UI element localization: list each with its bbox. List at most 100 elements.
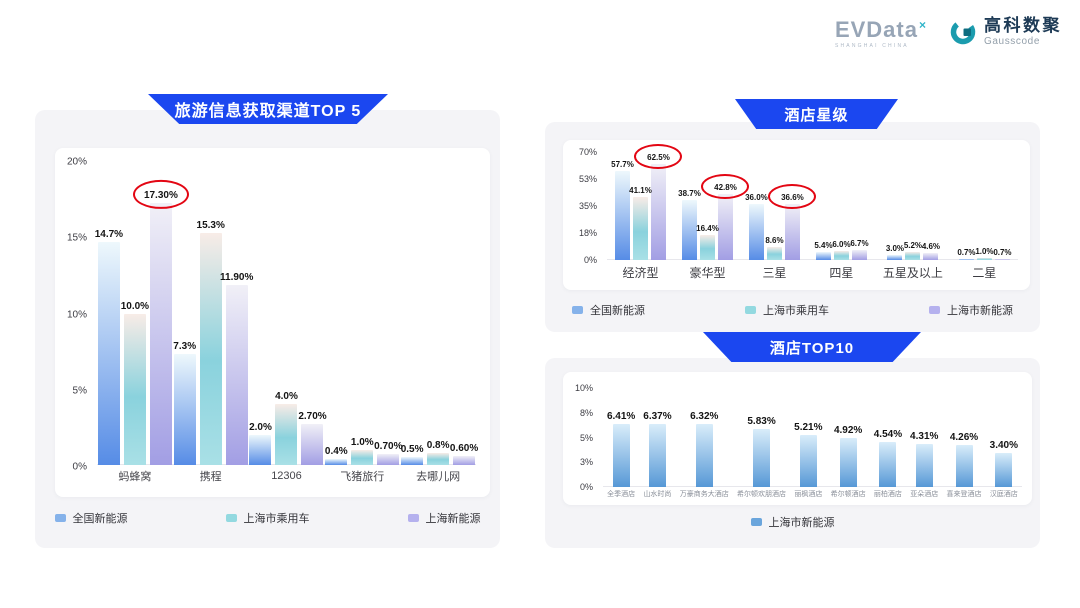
- bar-column: 5.4%: [814, 152, 833, 260]
- bar-column: 36.0%: [745, 152, 768, 260]
- bar-value-label: 15.3%: [196, 220, 225, 232]
- bar-value-label: 4.54%: [873, 429, 903, 441]
- bar: [650, 163, 666, 260]
- bar-set: 0.7% 1.0% 0.7%: [957, 152, 1012, 260]
- bar-group: 2.0% 4.0% 2.70% 12306: [249, 162, 327, 487]
- bar-value-label: 6.37%: [643, 410, 672, 422]
- bar-value-label: 4.26%: [949, 431, 979, 443]
- category-label: 全季酒店: [607, 491, 636, 498]
- bar-column: 6.41%: [607, 388, 635, 487]
- bar-value-label: 0.60%: [449, 442, 479, 454]
- bar: [351, 449, 374, 465]
- chart-legend: 上海市新能源: [545, 514, 1040, 530]
- bar: [955, 444, 973, 487]
- bar-value-label: 1.0%: [975, 247, 994, 257]
- bar-value-label: 0.4%: [324, 445, 348, 457]
- bar: [301, 424, 324, 465]
- chart-area: 70% 53% 35% 18% 0% 57.7% 41.1% 62.5% 经济型 38.7% 16…: [563, 140, 1030, 290]
- bar-column: 3.40%: [990, 388, 1018, 487]
- bar-column: 4.6%: [922, 152, 940, 260]
- bar: [695, 424, 713, 487]
- bar-column: 6.32%: [690, 388, 718, 487]
- bar-group: 4.26% 喜来登酒店: [947, 388, 982, 501]
- bar-column: 17.30%: [132, 162, 189, 465]
- bar: [958, 258, 974, 260]
- bar-set: 4.31%: [910, 388, 938, 487]
- bar: [815, 251, 831, 260]
- bar-column: 4.31%: [910, 388, 938, 487]
- header-logos: EVData× SHANGHAI CHINA 高科数聚 Gausscode: [835, 14, 1062, 49]
- bar-value-label: 8.6%: [765, 235, 784, 245]
- bar-group: 5.4% 6.0% 6.7% 四星: [814, 152, 868, 284]
- bar-group: 6.41% 全季酒店: [607, 388, 635, 501]
- bar-group: 6.32% 万豪商务大酒店: [680, 388, 729, 501]
- y-axis-tick: 10%: [574, 383, 593, 393]
- bar-set: 57.7% 41.1% 62.5%: [611, 144, 683, 260]
- bar: [401, 457, 424, 465]
- bar-column: 0.4%: [324, 162, 348, 465]
- chart-area: 10% 8% 5% 3% 0% 6.41% 全季酒店 6.37% 山水时尚 6.32% 万豪商务大…: [563, 372, 1032, 505]
- bar: [995, 453, 1013, 487]
- evdata-logo: EVData× SHANGHAI CHINA: [835, 14, 927, 49]
- bar-column: 36.6%: [768, 152, 817, 260]
- bar: [612, 423, 630, 487]
- bar: [799, 435, 817, 487]
- bar-value-label: 2.0%: [249, 421, 272, 433]
- bar-group: 5.83% 希尔顿欢朋酒店: [737, 388, 786, 501]
- bar-value-label: 5.21%: [794, 422, 823, 434]
- bar: [905, 251, 921, 260]
- evdata-subtext: SHANGHAI CHINA: [834, 43, 909, 49]
- bar-value-label: 6.0%: [832, 239, 851, 249]
- bar: [199, 233, 222, 465]
- legend-item: 上海市新能源: [929, 302, 1013, 318]
- bar-column: 4.54%: [874, 388, 902, 487]
- y-axis-tick: 0%: [579, 482, 593, 492]
- category-label: 四星: [829, 265, 854, 280]
- bar-column: 6.37%: [643, 388, 672, 487]
- bar-column: 10.0%: [121, 162, 149, 465]
- bar-column: 2.0%: [249, 162, 272, 465]
- bar: [123, 313, 146, 465]
- category-label: 三星: [762, 265, 787, 280]
- bar-value-label: 57.7%: [611, 159, 634, 169]
- category-label: 经济型: [622, 265, 659, 280]
- bar-value-label: 0.7%: [993, 247, 1012, 257]
- chart-legend: 全国新能源 上海市乘用车 上海新能源: [35, 510, 500, 526]
- bar-value-label: 3.40%: [989, 440, 1018, 452]
- bar-value-label: 5.83%: [747, 416, 776, 428]
- bar-value-label: 3.0%: [885, 244, 905, 254]
- legend-swatch: [750, 518, 762, 526]
- category-label: 丽枫酒店: [794, 491, 823, 498]
- bar: [748, 204, 764, 260]
- chart-title-banner: 旅游信息获取渠道TOP 5: [148, 94, 388, 124]
- category-label: 二星: [972, 265, 997, 280]
- legend-swatch: [225, 514, 237, 522]
- legend-item: 上海新能源: [407, 510, 481, 526]
- bar-column: 6.0%: [832, 152, 851, 260]
- bar-groups: 14.7% 10.0% 17.30% 蚂蜂窝 7.3% 15.3% 11.90% 携程 2.0%…: [95, 162, 479, 487]
- bar: [377, 454, 400, 465]
- legend-label: 上海市新能源: [768, 517, 835, 529]
- bar-column: 8.6%: [765, 152, 784, 260]
- bar-column: 4.0%: [275, 162, 298, 465]
- bar-group: 6.37% 山水时尚: [643, 388, 671, 501]
- bar-value-label: 0.70%: [374, 441, 403, 453]
- legend-item: 全国新能源: [54, 510, 128, 526]
- chart-title: 酒店TOP10: [769, 339, 855, 357]
- bar-set: 2.0% 4.0% 2.70%: [249, 162, 327, 465]
- bar-column: 41.1%: [629, 152, 652, 260]
- chart-title: 酒店星级: [784, 106, 849, 124]
- bar: [851, 249, 867, 260]
- bar-value-label: 16.4%: [696, 223, 719, 233]
- legend-label: 上海市乘用车: [243, 513, 310, 525]
- bar-column: 0.7%: [993, 152, 1012, 260]
- bar-group: 14.7% 10.0% 17.30% 蚂蜂窝: [95, 162, 189, 487]
- chart-title: 旅游信息获取渠道TOP 5: [174, 103, 362, 120]
- bar-column: 38.7%: [678, 152, 701, 260]
- bar-value-label: 0.5%: [400, 444, 424, 456]
- legend-label: 上海新能源: [425, 513, 481, 525]
- category-label: 山水时尚: [643, 491, 672, 498]
- gausscode-en-text: Gausscode: [984, 35, 1040, 47]
- bar-column: 5.2%: [904, 152, 922, 260]
- gausscode-logo: 高科数聚 Gausscode: [949, 16, 1062, 47]
